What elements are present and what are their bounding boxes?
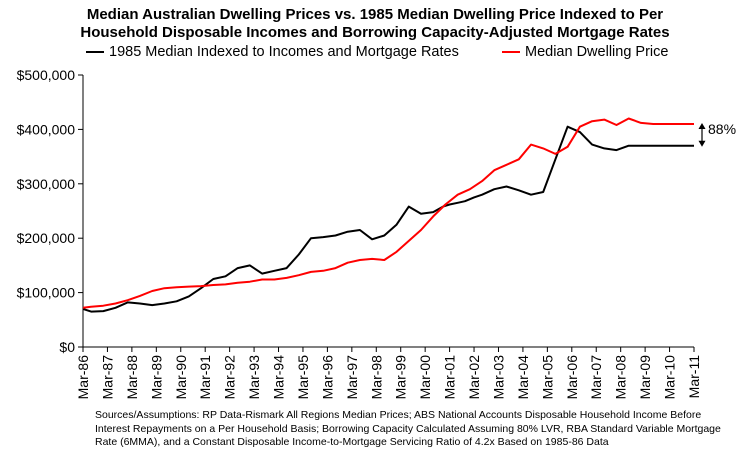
x-tick-label: Mar-86 bbox=[75, 355, 91, 400]
x-tick-label: Mar-10 bbox=[662, 355, 678, 400]
gap-arrow-head-up bbox=[698, 122, 706, 129]
x-tick-label: Mar-97 bbox=[344, 355, 360, 400]
legend-item-indexed: 1985 Median Indexed to Incomes and Mortg… bbox=[86, 44, 459, 60]
axes: $0 $100,000 $200,000 $300,000 $400,000 $500,0… bbox=[17, 67, 702, 399]
y-tick-label: $200,000 bbox=[17, 230, 76, 246]
y-tick-label: $0 bbox=[59, 339, 75, 355]
x-tick-label: Mar-96 bbox=[319, 355, 335, 400]
y-tick-label: $100,000 bbox=[17, 285, 76, 301]
gap-arrow-head-down bbox=[698, 140, 706, 147]
legend-swatch-median bbox=[502, 51, 520, 53]
x-tick-label: Mar-89 bbox=[148, 355, 164, 400]
x-tick-label: Mar-88 bbox=[124, 355, 140, 400]
x-tick-label: Mar-92 bbox=[222, 355, 238, 400]
x-tick-label: Mar-07 bbox=[588, 355, 604, 400]
x-tick-label: Mar-90 bbox=[173, 355, 189, 400]
legend-swatch-indexed bbox=[86, 51, 104, 53]
x-tick-label: Mar-06 bbox=[564, 355, 580, 400]
x-tick-label: Mar-93 bbox=[246, 355, 262, 400]
y-tick-label: $500,000 bbox=[17, 67, 76, 83]
x-tick-label: Mar-08 bbox=[613, 355, 629, 400]
x-tick-label: Mar-05 bbox=[539, 355, 555, 400]
annotation-group: 88% bbox=[698, 121, 736, 147]
x-tick-label: Mar-87 bbox=[99, 355, 115, 400]
gap-annotation-label: 88% bbox=[708, 121, 736, 137]
x-tick-label: Mar-01 bbox=[442, 355, 458, 400]
x-tick-label: Mar-91 bbox=[197, 355, 213, 400]
x-tick-label: Mar-02 bbox=[466, 355, 482, 400]
x-tick-label: Mar-98 bbox=[368, 355, 384, 400]
series-line-median bbox=[82, 117, 694, 309]
series-group bbox=[82, 117, 694, 313]
x-tick-label: Mar-99 bbox=[393, 355, 409, 400]
chart-title-line-2: Household Disposable Incomes and Borrowi… bbox=[80, 24, 670, 41]
series-line-indexed bbox=[82, 125, 694, 313]
legend-item-median: Median Dwelling Price bbox=[502, 44, 668, 60]
x-tick-label: Mar-00 bbox=[417, 355, 433, 400]
chart-title-line-1: Median Australian Dwelling Prices vs. 19… bbox=[86, 6, 664, 23]
x-tick-label: Mar-09 bbox=[637, 355, 653, 400]
y-tick-label: $300,000 bbox=[17, 176, 76, 192]
legend-label-indexed: 1985 Median Indexed to Incomes and Mortg… bbox=[109, 44, 459, 60]
x-tick-label: Mar-04 bbox=[515, 355, 531, 400]
legend-label-median: Median Dwelling Price bbox=[525, 44, 669, 60]
source-note: Sources/Assumptions: RP Data-Rismark All… bbox=[95, 409, 721, 448]
x-tick-label: Mar-94 bbox=[271, 355, 287, 400]
x-tick-label: Mar-95 bbox=[295, 355, 311, 400]
chart-title: Median Australian Dwelling Prices vs. 19… bbox=[0, 6, 750, 42]
y-tick-label: $400,000 bbox=[17, 121, 76, 137]
x-tick-label: Mar-03 bbox=[490, 355, 506, 400]
x-tick-label: Mar-11 bbox=[686, 355, 702, 399]
